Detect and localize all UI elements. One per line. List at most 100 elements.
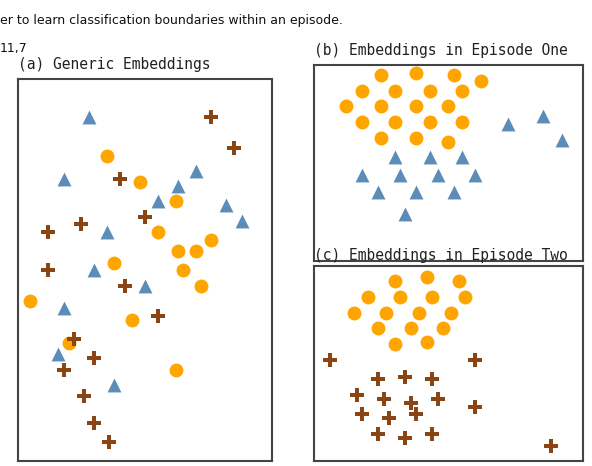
Point (457, 153, 466, 161)
Point (105, 439, 114, 446)
Point (422, 274, 432, 281)
Point (128, 316, 137, 324)
Point (444, 138, 453, 145)
Point (358, 118, 367, 126)
Point (89, 267, 99, 274)
Point (54, 350, 63, 358)
Point (342, 103, 351, 110)
Point (382, 309, 391, 316)
Point (179, 267, 188, 274)
Point (476, 77, 485, 85)
Point (411, 103, 421, 110)
Point (460, 293, 469, 301)
Point (207, 114, 216, 121)
Point (433, 171, 442, 178)
Point (64, 339, 73, 347)
Point (449, 71, 459, 79)
Point (26, 297, 36, 305)
Point (207, 236, 216, 243)
Point (377, 103, 386, 110)
Point (390, 153, 399, 161)
Point (44, 267, 53, 274)
Point (374, 376, 383, 383)
Point (546, 442, 555, 449)
Point (411, 69, 421, 77)
Point (457, 118, 466, 126)
Point (135, 178, 144, 186)
Point (230, 144, 239, 152)
Point (401, 434, 410, 442)
Point (44, 228, 53, 236)
Point (110, 259, 119, 267)
Point (411, 134, 421, 141)
Point (538, 112, 548, 120)
Point (191, 247, 201, 255)
Text: er to learn classification boundaries within an episode.: er to learn classification boundaries wi… (0, 14, 343, 27)
Point (79, 393, 89, 400)
Point (390, 278, 399, 285)
Point (140, 213, 150, 220)
Point (406, 399, 416, 406)
Point (471, 356, 480, 363)
Point (115, 175, 124, 182)
Point (110, 381, 119, 389)
Text: (c) Embeddings in Episode Two: (c) Embeddings in Episode Two (314, 248, 568, 263)
Point (363, 293, 372, 301)
Point (374, 189, 383, 196)
Point (120, 282, 130, 289)
Point (384, 415, 394, 422)
Point (237, 217, 246, 224)
Point (153, 198, 162, 205)
Point (390, 87, 399, 95)
Point (433, 395, 442, 403)
Point (102, 152, 111, 159)
Point (446, 309, 456, 316)
Point (390, 118, 399, 126)
Point (425, 118, 435, 126)
Point (102, 228, 111, 236)
Point (153, 312, 162, 320)
Point (449, 189, 459, 196)
Point (557, 136, 567, 144)
Point (401, 373, 410, 381)
Point (77, 221, 86, 228)
Point (59, 366, 68, 373)
Point (422, 338, 432, 346)
Text: (a) Generic Embeddings: (a) Generic Embeddings (18, 57, 210, 72)
Point (171, 366, 181, 373)
Point (153, 228, 162, 236)
Point (352, 391, 362, 398)
Point (59, 175, 68, 182)
Point (455, 278, 464, 285)
Point (84, 114, 94, 121)
Point (395, 171, 405, 178)
Point (444, 103, 453, 110)
Point (503, 120, 513, 128)
Point (390, 340, 399, 348)
Point (427, 376, 437, 383)
Point (89, 419, 99, 427)
Point (379, 395, 388, 403)
Point (222, 202, 231, 209)
Point (191, 167, 201, 175)
Point (59, 305, 68, 312)
Point (171, 198, 181, 205)
Point (349, 309, 359, 316)
Point (406, 324, 416, 332)
Point (358, 411, 367, 418)
Point (425, 153, 435, 161)
Point (358, 87, 367, 95)
Point (140, 282, 150, 289)
Point (471, 403, 480, 410)
Point (411, 189, 421, 196)
Point (411, 411, 421, 418)
Point (374, 430, 383, 438)
Point (173, 247, 183, 255)
Point (457, 87, 466, 95)
Text: (b) Embeddings in Episode One: (b) Embeddings in Episode One (314, 43, 568, 58)
Point (401, 210, 410, 218)
Point (427, 430, 437, 438)
Point (89, 355, 99, 362)
Point (197, 282, 206, 289)
Point (325, 356, 334, 363)
